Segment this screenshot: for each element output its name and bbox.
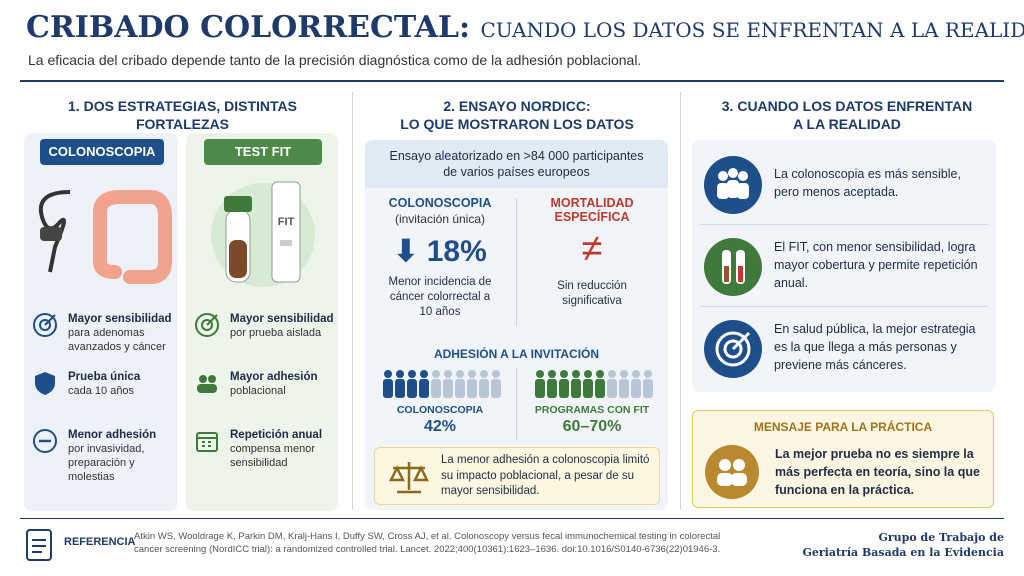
- section-title: 2. ENSAYO NORDICC: LO QUE MOSTRARON LOS …: [362, 97, 672, 133]
- item-text: El FIT, con menor sensibilidad, logra ma…: [774, 240, 978, 290]
- title-line: LO QUE MOSTRARON LOS DATOS: [400, 116, 634, 132]
- separator: [700, 224, 988, 225]
- item-text: En salud pública, la mejor estrategia es…: [774, 322, 976, 372]
- pictogram: [534, 368, 654, 405]
- item-title: Repetición anual: [230, 429, 323, 441]
- item-text: poblacional: [230, 385, 286, 397]
- device-label: FIT: [278, 216, 295, 228]
- title-line: 3. CUANDO LOS DATOS ENFRENTAN: [721, 98, 973, 114]
- trial-text: Ensayo aleatorizado en >84 000 participa…: [389, 149, 644, 179]
- header-rule: [20, 80, 1004, 82]
- note-text: La menor adhesión a colonoscopia limitó …: [441, 454, 650, 497]
- item-title: Mayor sensibilidad: [68, 313, 172, 325]
- item: Mayor sensibilidad para adenomas avanzado…: [68, 312, 178, 354]
- subtitle: La eficacia del cribado depende tanto de…: [28, 52, 642, 68]
- title-main: CRIBADO COLORRECTAL:: [26, 10, 471, 45]
- divider: [680, 92, 681, 510]
- item-icon: [32, 370, 58, 396]
- value: 18%: [426, 235, 487, 268]
- band: [365, 140, 668, 188]
- item-icon: [704, 238, 762, 296]
- title-line: A LA REALIDAD: [793, 116, 901, 132]
- item: Repetición anual compensa menor sensibili…: [230, 428, 340, 470]
- item-text: por invasividad, preparación y molestias: [68, 443, 145, 483]
- group-value: 60–70%: [562, 418, 622, 435]
- item: Mayor sensibilidad por prueba aislada: [230, 312, 340, 340]
- title-line: 2. ENSAYO NORDICC:: [443, 98, 591, 114]
- item-title: Prueba única: [68, 371, 141, 383]
- divider: [352, 92, 353, 510]
- item-text: cada 10 años: [68, 385, 135, 397]
- result: COLONOSCOPIA (invitación única) ⬇ 18% Me…: [370, 196, 510, 320]
- footer-label: REFERENCIA: [64, 536, 136, 548]
- item-title: Mayor sensibilidad: [230, 313, 334, 325]
- item-icon: [32, 312, 58, 338]
- separator: [700, 306, 988, 307]
- item-title: Mayor adhesión: [230, 371, 318, 383]
- scale-icon: [389, 462, 429, 494]
- adhesion-group: COLONOSCOPIA 42%: [370, 404, 510, 436]
- item-icon: [704, 320, 762, 378]
- group-name: PROGRAMAS CON FIT: [534, 404, 650, 416]
- divider: [516, 198, 517, 326]
- result-text: Sin reducción significativa: [557, 280, 627, 307]
- item: Menor adhesión por invasividad, preparaci…: [68, 428, 178, 484]
- divider: [516, 368, 517, 440]
- item: Mayor adhesión poblacional: [230, 370, 340, 398]
- message-box: MENSAJE PARA LA PRÁCTICA La mejor prueba…: [692, 410, 994, 508]
- group-line: Geriatría Basada en la Evidencia: [802, 546, 1004, 559]
- result-value: ⬇ 18%: [370, 234, 510, 269]
- result: MORTALIDAD ESPECÍFICA ≠ Sin reducción si…: [522, 196, 662, 309]
- adhesion-group: PROGRAMAS CON FIT 60–70%: [522, 404, 662, 436]
- item-title: Menor adhesión: [68, 429, 157, 441]
- fit-illustration: FIT: [211, 181, 315, 287]
- group-line: Grupo de Trabajo de: [878, 531, 1004, 544]
- item-icon: [194, 428, 220, 454]
- item-text: La colonoscopia es más sensible, pero me…: [774, 167, 961, 199]
- title: CRIBADO COLORRECTAL: CUANDO LOS DATOS SE…: [26, 10, 1024, 45]
- message-title: MENSAJE PARA LA PRÁCTICA: [753, 420, 933, 434]
- result-text: Menor incidencia de cáncer colorrectal a…: [388, 276, 492, 318]
- arrow: ⬇: [393, 235, 419, 268]
- message-text: La mejor prueba no es siempre la más per…: [775, 447, 980, 497]
- item-icon: [194, 370, 220, 396]
- message-icon: [705, 445, 759, 499]
- section-title: 1. DOS ESTRATEGIAS, DISTINTAS FORTALEZAS: [68, 98, 297, 132]
- citation: Atkin WS, Wooldrage K, Parkin DM, Kralj-…: [134, 531, 721, 555]
- symbol: ≠: [581, 228, 603, 270]
- footer-rule: [20, 518, 1004, 519]
- item-text: por prueba aislada: [230, 327, 322, 339]
- section-title: 3. CUANDO LOS DATOS ENFRENTAN A LA REALI…: [690, 97, 1004, 133]
- item: Prueba única cada 10 años: [68, 370, 178, 398]
- group-name: COLONOSCOPIA: [396, 404, 484, 416]
- people-icon: [717, 459, 747, 486]
- item-icon: [32, 428, 58, 454]
- colon-illustration: [38, 190, 172, 284]
- item-text: compensa menor sensibilidad: [230, 443, 315, 469]
- card-label: TEST FIT: [204, 139, 322, 165]
- item-text: para adenomas avanzados y cáncer: [68, 327, 166, 353]
- result-heading: MORTALIDAD ESPECÍFICA: [550, 196, 634, 224]
- group: Grupo de Trabajo de Geriatría Basada en …: [780, 530, 1004, 560]
- pictogram: [382, 368, 502, 405]
- note-box: La menor adhesión a colonoscopia limitó …: [374, 447, 660, 505]
- item-icon: [704, 156, 762, 214]
- group-value: 42%: [423, 418, 457, 435]
- title-rest: CUANDO LOS DATOS SE ENFRENTAN A LA REALI…: [480, 18, 1024, 42]
- result-sub: (invitación única): [394, 212, 486, 226]
- adhesion-title: ADHESIÓN A LA INVITACIÓN: [433, 347, 600, 361]
- doc-icon: [26, 529, 52, 561]
- card-label: COLONOSCOPIA: [40, 139, 164, 165]
- result-heading: COLONOSCOPIA: [388, 196, 492, 210]
- item-icon: [194, 312, 220, 338]
